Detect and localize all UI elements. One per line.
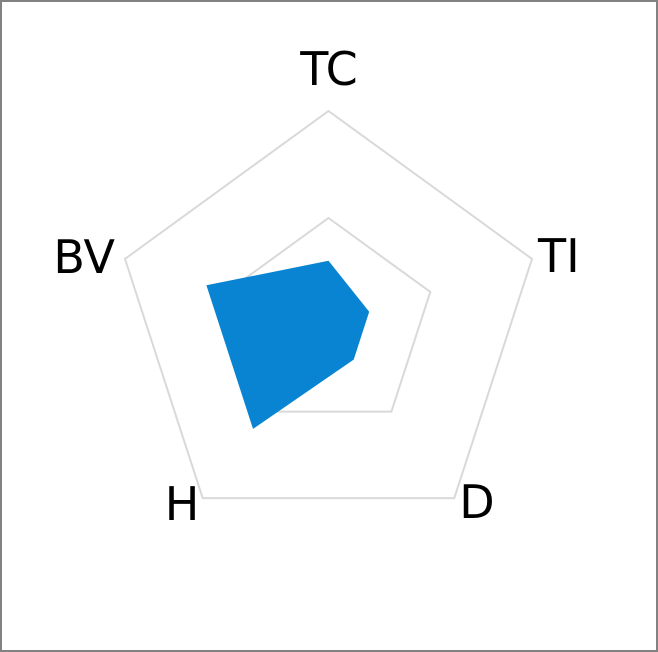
radar-data-polygon <box>206 260 370 429</box>
axis-labels: TC TI D H BV <box>53 42 579 531</box>
axis-label-bv: BV <box>53 230 115 284</box>
axis-label-tc: TC <box>299 42 358 96</box>
axis-label-d: D <box>459 475 494 529</box>
axis-label-h: H <box>165 477 200 531</box>
gridline-pentagon-100pct <box>123 109 534 500</box>
axis-label-ti: TI <box>537 229 580 283</box>
